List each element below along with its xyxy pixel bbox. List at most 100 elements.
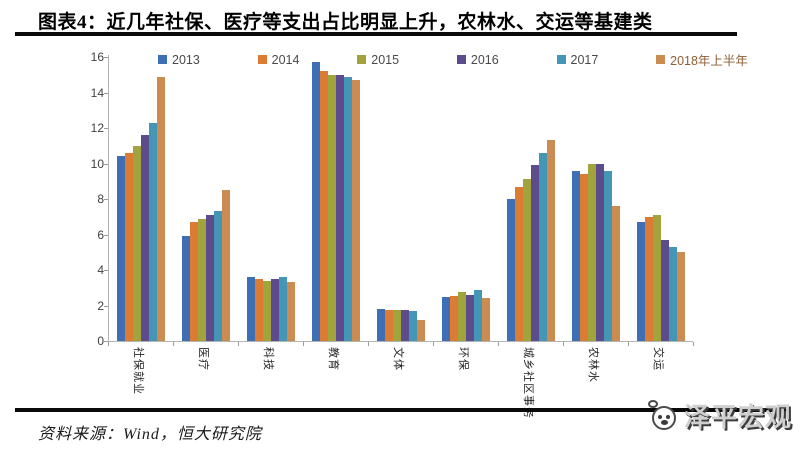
x-axis-tickmark — [498, 342, 499, 346]
x-axis-category-label: 环保 — [456, 347, 469, 371]
bar — [189, 222, 198, 341]
bar — [538, 152, 547, 341]
bar — [254, 278, 263, 341]
y-axis-tickmark — [104, 234, 108, 236]
y-axis-tickmark — [104, 341, 108, 342]
x-axis-category-label: 农林水 — [586, 347, 599, 383]
chart-title: 图表4：近几年社保、医疗等支出占比明显上升，农林水、交运等基建类 — [38, 12, 653, 33]
y-axis-tick-label: 2 — [97, 298, 104, 313]
bar — [116, 156, 125, 341]
bar — [408, 310, 417, 341]
legend-label: 2018年上半年 — [670, 54, 748, 68]
x-axis-category-label: 社保就业 — [131, 347, 144, 395]
x-axis-tickmark — [108, 342, 109, 346]
legend-item: 2014 — [257, 50, 300, 69]
y-axis-tick-label: 16 — [90, 50, 104, 64]
y-axis-tick-label: 0 — [97, 334, 104, 348]
y-axis-tickmark — [104, 305, 108, 307]
footer-rule — [15, 408, 788, 412]
legend-item: 2016 — [456, 50, 499, 69]
x-axis-line — [108, 341, 693, 342]
x-axis-category-label: 教育 — [326, 347, 339, 371]
x-axis-tickmark — [173, 342, 174, 346]
bar — [213, 211, 222, 341]
zeping-logo-text: 泽平宏观 — [683, 402, 792, 432]
bar — [587, 163, 596, 341]
x-axis-tickmark — [563, 342, 564, 346]
bar — [392, 309, 401, 341]
legend-label: 2017 — [570, 52, 599, 67]
zeping-macro-logo: 泽平宏观 — [647, 400, 792, 434]
title-underline — [15, 32, 737, 36]
bar — [676, 252, 685, 341]
bar — [205, 214, 214, 341]
bar — [262, 280, 271, 341]
bar — [286, 282, 295, 341]
legend-swatch-icon — [257, 55, 267, 64]
legend-swatch-icon — [158, 55, 167, 64]
zeping-logo-icon — [647, 400, 680, 434]
x-axis-category-label: 科技 — [261, 347, 274, 371]
bar — [132, 145, 141, 341]
x-axis-tickmark — [693, 342, 694, 346]
bar — [457, 292, 466, 341]
bar — [343, 76, 352, 341]
y-axis-tick-label: 12 — [90, 121, 104, 135]
bar — [644, 216, 653, 341]
bar — [319, 71, 328, 341]
legend-item: 2013 — [158, 50, 200, 69]
bar — [603, 170, 612, 341]
x-axis-category-label: 医疗 — [196, 347, 209, 371]
bar — [473, 290, 482, 341]
bar — [335, 74, 344, 341]
y-axis-tick-label: 8 — [97, 192, 104, 206]
legend-label: 2013 — [172, 52, 200, 67]
bar — [181, 236, 190, 341]
y-axis-tickmark — [104, 92, 108, 94]
bar — [221, 190, 230, 341]
legend-label: 2014 — [271, 52, 300, 67]
y-axis-tickmark — [104, 128, 108, 129]
bar — [278, 277, 287, 341]
bar — [652, 214, 661, 341]
bar — [124, 152, 133, 341]
y-axis-tick-label: 10 — [90, 156, 104, 171]
y-axis-tick-label: 6 — [97, 227, 104, 242]
y-axis-tickmark — [104, 163, 108, 165]
legend-label: 2016 — [470, 52, 499, 67]
bar — [449, 295, 458, 341]
bar — [246, 277, 255, 341]
bar — [384, 309, 393, 341]
chart-legend: 2013 2014 2015 2016 2017 2018年上半年 — [158, 50, 748, 69]
bar — [400, 309, 409, 341]
bar — [481, 298, 490, 341]
bar — [311, 62, 320, 341]
y-axis-tickmark — [104, 270, 108, 271]
bar — [530, 165, 539, 341]
bar — [441, 296, 450, 341]
x-axis-category-label: 交运 — [651, 347, 664, 371]
y-axis-tick-label: 4 — [97, 263, 104, 277]
y-axis-line — [108, 55, 109, 342]
legend-item: 2018年上半年 — [656, 50, 748, 69]
bar — [140, 135, 149, 341]
bar — [270, 278, 279, 341]
bar — [571, 170, 580, 341]
y-axis-tickmark — [104, 199, 108, 200]
bar — [636, 222, 645, 341]
bar — [327, 74, 336, 341]
bar — [514, 186, 523, 341]
bar — [668, 246, 677, 341]
legend-label: 2015 — [371, 52, 400, 67]
bar — [579, 174, 588, 341]
y-axis-tickmark — [104, 57, 108, 58]
legend-swatch-icon — [456, 55, 466, 64]
bar — [197, 218, 206, 341]
x-axis-tickmark — [628, 342, 629, 346]
x-axis-tickmark — [368, 342, 369, 346]
bar — [611, 206, 620, 341]
legend-swatch-icon — [656, 55, 666, 64]
bar — [465, 294, 474, 341]
bar — [351, 80, 360, 341]
